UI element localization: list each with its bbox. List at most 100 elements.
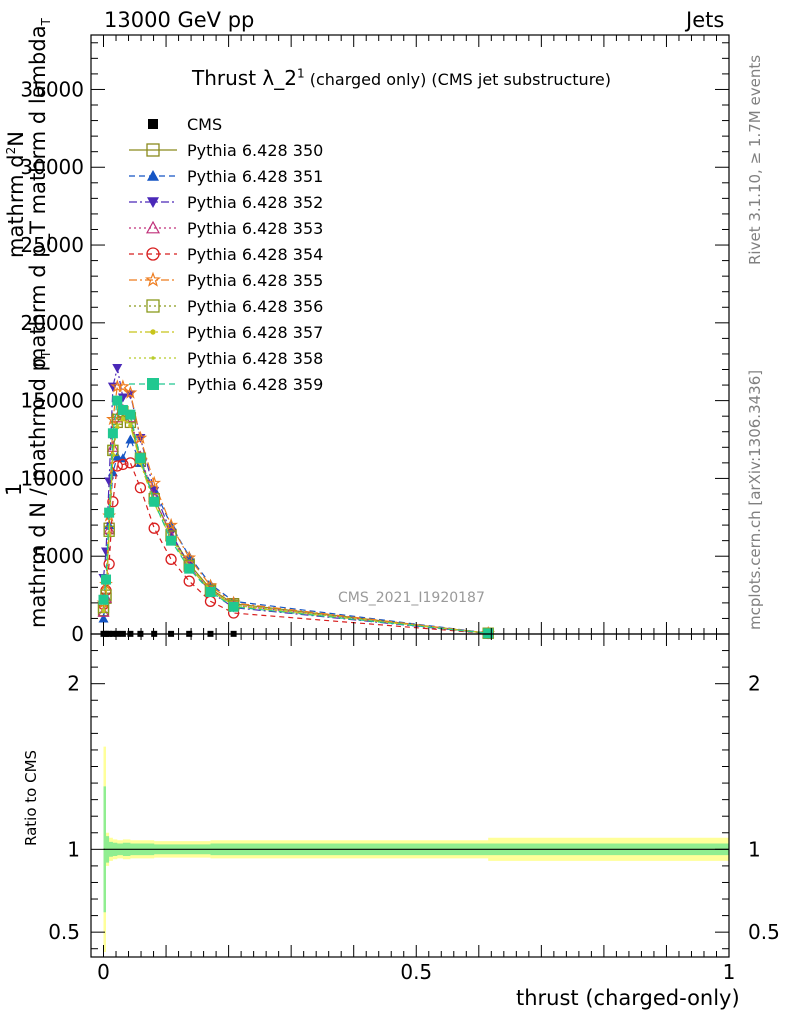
legend-label: Pythia 6.428 351 [187, 167, 323, 186]
series-line-9 [102, 416, 489, 634]
ratio-uncertainty-bands [103, 746, 729, 952]
legend-label: Pythia 6.428 359 [187, 375, 323, 394]
series-line-5 [102, 462, 489, 635]
y-tick-label: 20000 [20, 311, 84, 335]
series-10-point [104, 507, 115, 518]
legend: CMS Pythia 6.428 350 Pythia 6.428 351 Pythi… [129, 115, 323, 394]
ratio-y-tick-label-right: 0.5 [748, 920, 780, 944]
energy-label: 13000 GeV pp [104, 8, 255, 32]
y-tick-label: 0 [71, 622, 84, 646]
legend-label: Pythia 6.428 350 [187, 141, 323, 160]
series-5-point [124, 457, 137, 469]
rivet-label: Rivet 3.1.10, ≥ 1.7M events [746, 54, 764, 265]
series-4-point [97, 605, 110, 617]
analysis-label: CMS_2021_I1920187 [338, 590, 485, 606]
ratio-y-tick-label-left: 0.5 [48, 920, 80, 944]
x-tick-label: 0.5 [400, 960, 432, 984]
legend-marker [147, 378, 159, 390]
legend-marker [151, 356, 155, 360]
series-6-point [147, 475, 162, 489]
process-label: Jets [686, 8, 725, 32]
legend-marker [148, 119, 158, 129]
y-axis-label-line2: mathrm d p_T mathrm d lambdaT [26, 18, 54, 368]
mcplots-label: mcplots.cern.ch [arXiv:1306.3436] [746, 369, 764, 630]
series-9-point [107, 531, 111, 535]
series-2-point [125, 434, 136, 444]
series-10-point [125, 409, 136, 420]
legend-marker [150, 329, 156, 335]
legend-marker [146, 299, 160, 313]
plot-frames: 0 0.5 1 0 5000 10000 15000 20000 25000 30000 35000… [20, 34, 780, 984]
series-10-point [228, 601, 239, 612]
y-axis-label-one: 1 [2, 482, 26, 496]
y-axis-label-line1: mathrm d2N [4, 131, 28, 258]
y-tick-label: 10000 [20, 466, 84, 490]
plot-title-sup: 1 [296, 66, 305, 81]
series-10-point [483, 628, 494, 639]
y-tick-label: 30000 [20, 155, 84, 179]
legend-label: Pythia 6.428 357 [187, 323, 323, 342]
series-2-point [112, 451, 123, 461]
legend-label: Pythia 6.428 355 [187, 271, 323, 290]
y-tick-label: 25000 [20, 233, 84, 257]
legend-marker [146, 247, 160, 261]
series-5-point [165, 553, 177, 565]
legend-label: Pythia 6.428 352 [187, 193, 323, 212]
plot-title-rest: (charged only) (CMS jet substructure) [304, 70, 611, 89]
legend-marker [145, 271, 161, 287]
series-5-point [148, 522, 160, 534]
series-9-point [121, 416, 125, 420]
series-5-point [117, 458, 129, 471]
series-2-point [98, 613, 109, 623]
x-tick-label: 0 [97, 960, 110, 984]
ratio-y-tick-label-left: 1 [67, 837, 80, 861]
ratio-y-tick-label-left: 2 [67, 672, 80, 696]
series-10-point [117, 404, 128, 415]
series-10-point [149, 496, 160, 507]
series-5-point [107, 496, 119, 508]
series-9-point [115, 424, 119, 428]
legend-label: CMS [187, 115, 222, 134]
series-10-point [98, 594, 109, 605]
ratio-panel-frame [90, 633, 730, 958]
legend-marker [147, 197, 159, 208]
series-6-point [164, 517, 178, 531]
series-5-point [103, 558, 115, 570]
series-3-point [112, 363, 123, 373]
plot-title-main: Thrust λ_2 [192, 66, 297, 90]
legend-label: Pythia 6.428 358 [187, 349, 323, 368]
series-10-point [205, 586, 216, 597]
series-10-point [184, 563, 195, 574]
x-tick-label: 1 [723, 960, 736, 984]
series-10-point [135, 453, 146, 464]
ratio-y-tick-label-right: 2 [748, 672, 761, 696]
legend-marker [146, 143, 160, 157]
legend-marker [145, 220, 161, 234]
series-10-point [166, 535, 177, 546]
legend-marker [147, 170, 159, 181]
data-series [96, 363, 496, 640]
series-3-point [104, 477, 115, 487]
series-6-point [123, 385, 138, 399]
plot-title: Thrust λ_21 (charged only) (CMS jet subs… [192, 66, 611, 90]
series-6-point [116, 379, 130, 393]
y-tick-label: 35000 [20, 77, 84, 101]
legend-label: Pythia 6.428 356 [187, 297, 323, 316]
y-tick-label: 5000 [33, 544, 84, 568]
ratio-y-axis-label: Ratio to CMS [22, 749, 40, 846]
series-10-point [112, 395, 123, 406]
ratio-y-tick-label-right: 1 [748, 837, 761, 861]
legend-label: Pythia 6.428 353 [187, 219, 323, 238]
series-9-point [102, 608, 106, 612]
y-tick-label: 15000 [20, 389, 84, 413]
legend-label: Pythia 6.428 354 [187, 245, 323, 264]
series-9-point [128, 422, 132, 426]
x-axis-label: thrust (charged-only) [516, 986, 740, 1010]
series-5-point [134, 482, 147, 494]
y-axis-label-denominator: mathrm d N / mathrm d pT [26, 350, 54, 628]
series-10-point [101, 574, 112, 585]
series-10-point [107, 428, 118, 439]
series-6-point [133, 430, 148, 444]
series-5-point [183, 575, 195, 587]
